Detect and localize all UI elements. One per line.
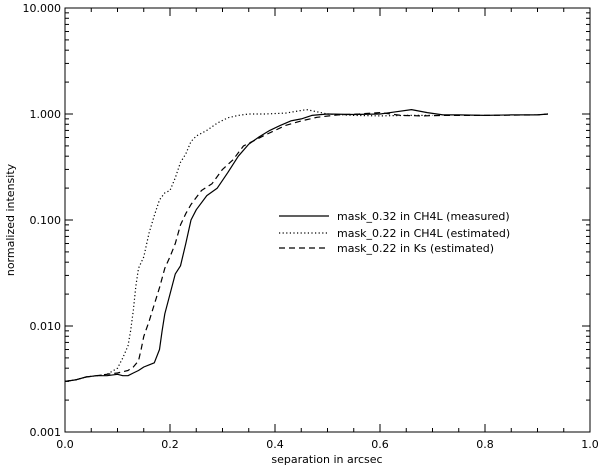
x-tick-label: 0.8 <box>476 438 494 451</box>
series-line-dotted <box>64 108 433 382</box>
axis-ticks: 0.0 0.2 0.4 0.6 0.8 1.0 0.001 0.010 0.100 1.000 10… <box>23 2 599 451</box>
x-tick-label: 0.4 <box>266 438 284 451</box>
y-tick-label: 0.010 <box>30 320 62 333</box>
legend-label: mask_0.22 in CH4L (estimated) <box>337 227 510 240</box>
y-tick-label: 0.001 <box>30 426 62 439</box>
x-tick-label: 0.2 <box>161 438 179 451</box>
y-tick-label: 0.100 <box>30 214 62 227</box>
series-line-dashed <box>64 111 549 382</box>
y-tick-label: 10.000 <box>23 2 62 15</box>
x-tick-label: 1.0 <box>581 438 599 451</box>
y-axis-title: normalized intensity <box>4 163 17 276</box>
x-axis-title: separation in arcsec <box>271 453 382 466</box>
x-tick-label: 0.0 <box>56 438 74 451</box>
x-tick-label: 0.6 <box>371 438 389 451</box>
legend-label: mask_0.22 in Ks (estimated) <box>337 242 494 255</box>
legend-label: mask_0.32 in CH4L (measured) <box>337 210 510 223</box>
legend: mask_0.32 in CH4L (measured) mask_0.22 in… <box>279 210 510 255</box>
series-lines <box>64 108 549 382</box>
plot-frame <box>64 7 591 433</box>
series-line-solid <box>64 108 549 382</box>
y-tick-label: 1.000 <box>30 108 62 121</box>
